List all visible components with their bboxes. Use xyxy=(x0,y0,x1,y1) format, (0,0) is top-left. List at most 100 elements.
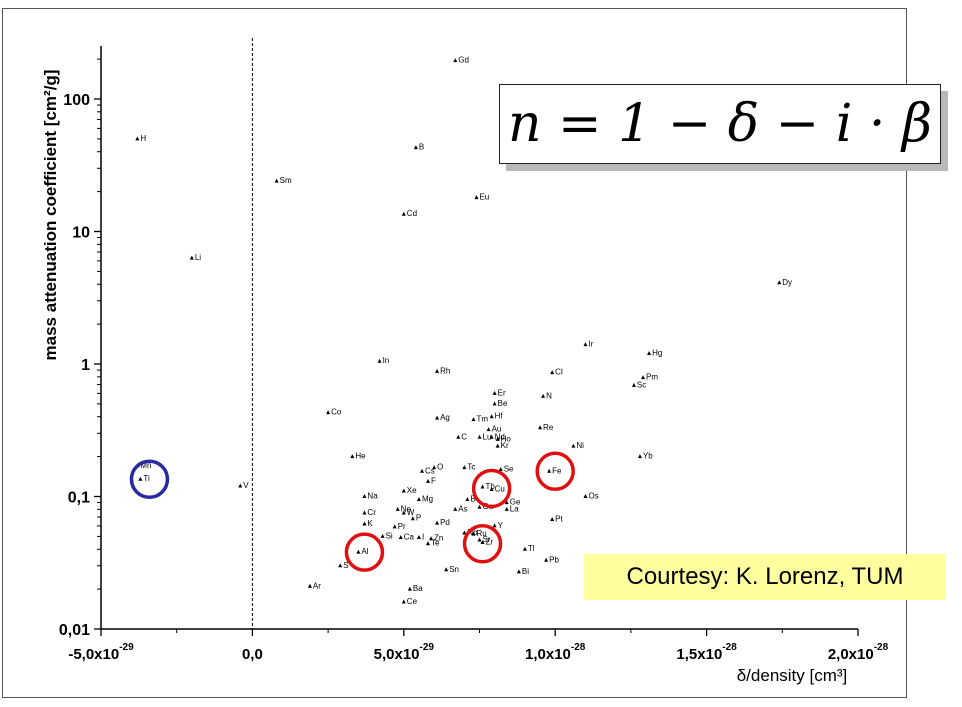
point-marker-cs xyxy=(419,468,424,473)
point-label-te: Te xyxy=(431,539,440,548)
point-label-as: As xyxy=(458,504,467,513)
point-marker-kr xyxy=(495,443,500,448)
point-marker-sr xyxy=(477,537,482,542)
point-marker-fe xyxy=(547,468,552,473)
point-label-zn: Zn xyxy=(434,534,443,543)
point-label-i: I xyxy=(422,533,424,542)
point-label-eu: Eu xyxy=(479,193,489,202)
point-marker-al xyxy=(356,549,361,554)
point-marker-eu xyxy=(474,195,479,200)
y-axis-label: mass attenuation coefficient [cm²/g] xyxy=(41,70,60,361)
point-marker-v xyxy=(238,483,243,488)
point-marker-c xyxy=(456,434,461,439)
point-label-ag: Ag xyxy=(440,413,450,422)
point-marker-y xyxy=(492,523,497,528)
point-label-sm: Sm xyxy=(280,176,292,185)
point-marker-w xyxy=(401,510,406,515)
point-marker-ho xyxy=(495,436,500,441)
point-marker-tc xyxy=(462,465,467,470)
point-label-c: C xyxy=(461,432,467,441)
point-marker-h xyxy=(135,136,140,141)
point-label-na: Na xyxy=(367,492,378,501)
highlight-circle-zr xyxy=(462,523,503,564)
point-marker-yb xyxy=(637,454,642,459)
x-tick-label: 1,5x10-28 xyxy=(676,642,737,663)
point-label-cu: Cu xyxy=(495,484,505,493)
point-label-tc: Tc xyxy=(467,463,475,472)
x-tick-label: 0,0 xyxy=(242,646,263,663)
point-label-cs: Cs xyxy=(425,466,435,475)
point-label-re: Re xyxy=(543,423,554,432)
point-marker-co xyxy=(326,410,331,415)
point-label-ne: Ne xyxy=(401,504,412,513)
point-marker-ni xyxy=(571,443,576,448)
point-label-gd: Gd xyxy=(458,56,469,65)
point-label-zr: Zr xyxy=(486,537,494,546)
point-label-b: B xyxy=(470,494,475,503)
point-label-nb: Nb xyxy=(467,528,478,537)
x-tick-label: -5,0x10-29 xyxy=(68,642,134,663)
x-tick-label-exponent: -28 xyxy=(722,642,737,653)
point-marker-si xyxy=(380,533,385,538)
point-label-tb: Tb xyxy=(486,482,496,491)
highlight-circle-fe xyxy=(535,451,575,492)
point-label-lu: Lu xyxy=(483,432,492,441)
highlight-circles xyxy=(129,451,575,572)
point-label-cl: Cl xyxy=(555,368,563,377)
point-label-ni: Ni xyxy=(576,441,584,450)
point-label-fe: Fe xyxy=(552,466,562,475)
point-label-be: Be xyxy=(498,399,508,408)
point-marker-rh xyxy=(435,368,440,373)
point-label-bi: Bi xyxy=(522,567,529,576)
point-marker-k xyxy=(362,521,367,526)
point-label-se: Se xyxy=(504,464,514,473)
equation-text: n = 1 − δ − i · β xyxy=(507,94,933,154)
point-label-dy: Dy xyxy=(782,278,792,287)
point-label-yb: Yb xyxy=(643,452,653,461)
point-label-li: Li xyxy=(195,253,201,262)
point-label-cd: Cd xyxy=(407,209,417,218)
point-marker-i xyxy=(416,535,421,540)
x-tick-label: 2,0x10-28 xyxy=(828,642,889,663)
point-marker-pb xyxy=(544,557,549,562)
point-marker-be xyxy=(492,401,497,406)
highlight-circle-cu xyxy=(471,468,512,509)
point-marker-p xyxy=(410,516,415,521)
point-marker-tb xyxy=(480,484,485,489)
point-marker-ca xyxy=(398,535,403,540)
point-marker-sm xyxy=(274,178,279,183)
point-marker-pm xyxy=(641,375,646,380)
point-label-hg: Hg xyxy=(652,349,662,358)
point-marker-b xyxy=(413,145,418,150)
point-marker-s xyxy=(338,563,343,568)
courtesy-text: Courtesy: K. Lorenz, TUM xyxy=(626,563,904,590)
point-label-v: V xyxy=(243,481,249,490)
point-marker-os xyxy=(583,494,588,498)
point-label-b: B xyxy=(419,143,424,152)
point-label-ru: Ru xyxy=(476,529,486,538)
point-label-y: Y xyxy=(498,521,504,530)
point-label-pd: Pd xyxy=(440,518,450,527)
point-label-h: H xyxy=(140,134,146,143)
point-marker-nd xyxy=(489,434,494,439)
point-marker-ba xyxy=(407,586,412,591)
point-label-ir: Ir xyxy=(588,340,593,349)
point-label-al: Al xyxy=(361,547,368,556)
point-marker-mg xyxy=(416,496,421,501)
point-label-ge: Ge xyxy=(510,498,521,507)
point-label-o: O xyxy=(437,463,443,472)
point-label-sc: Sc xyxy=(637,380,646,389)
point-marker-pt xyxy=(550,517,555,522)
point-marker-ge xyxy=(504,500,509,505)
point-marker-au xyxy=(486,427,491,432)
point-label-n: N xyxy=(546,391,552,400)
point-marker-ru xyxy=(471,531,476,536)
point-label-cr: Cr xyxy=(367,508,376,517)
highlight-circle-al xyxy=(344,532,385,572)
point-marker-la xyxy=(504,506,509,511)
point-label-ca: Ca xyxy=(404,533,415,542)
point-marker-bi xyxy=(516,569,521,574)
refractive-index-equation: n = 1 − δ − i · β xyxy=(499,84,941,164)
point-marker-ti xyxy=(138,476,143,481)
point-label-os: Os xyxy=(588,492,598,501)
